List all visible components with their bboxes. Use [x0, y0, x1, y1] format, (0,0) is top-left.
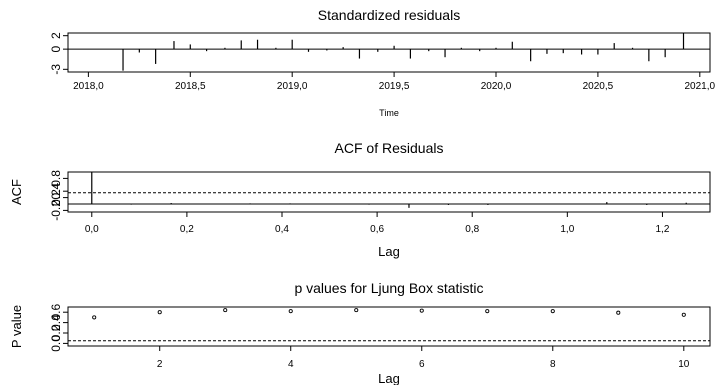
- x-tick-label: 2018,0: [73, 81, 104, 92]
- x-tick-label: 2: [157, 359, 163, 370]
- plot-frame: [67, 32, 711, 73]
- p-value-point: [288, 309, 293, 314]
- x-tick-label: 2019,0: [277, 81, 308, 92]
- x-tick-label: 0,8: [465, 224, 479, 235]
- panel-title: Standardized residuals: [318, 7, 460, 23]
- y-axis-label: ACF: [9, 179, 24, 205]
- y-tick-label: 0.2: [49, 189, 63, 206]
- p-value-point: [354, 308, 359, 313]
- y-tick-label: 0.0: [49, 335, 63, 352]
- x-tick-label: 1,2: [655, 224, 669, 235]
- y-tick-label: 0.2: [49, 324, 63, 341]
- p-value-point: [485, 309, 490, 314]
- p-value-point: [223, 308, 228, 313]
- y-tick-label: 0.4: [49, 183, 63, 200]
- x-tick-label: 2019,5: [379, 81, 410, 92]
- y-tick-label: 0: [49, 45, 63, 52]
- plot-frame: [67, 306, 711, 347]
- x-axis-label: Time: [379, 108, 399, 118]
- x-tick-label: 10: [678, 359, 690, 370]
- y-tick-label: 2: [49, 32, 63, 39]
- p-value-point: [157, 310, 162, 315]
- p-value-point: [419, 308, 424, 313]
- y-tick-label: -0.2: [49, 200, 63, 221]
- x-tick-label: 0,0: [85, 224, 99, 235]
- p-value-point: [92, 315, 97, 320]
- y-tick-label: 0.4: [49, 314, 63, 331]
- y-axis-label: P value: [9, 305, 24, 348]
- x-tick-label: 2021,0: [685, 81, 716, 92]
- x-tick-label: 2018,5: [175, 81, 206, 92]
- p-value-point: [616, 310, 621, 315]
- x-tick-label: 2020,0: [481, 81, 512, 92]
- x-tick-label: 8: [550, 359, 556, 370]
- y-tick-label: 0.8: [49, 170, 63, 187]
- panel-title: p values for Ljung Box statistic: [294, 280, 483, 296]
- x-tick-label: 0,4: [275, 224, 289, 235]
- y-tick-label: 0.6: [49, 304, 63, 321]
- x-tick-label: 1,0: [560, 224, 574, 235]
- panel-title: ACF of Residuals: [335, 140, 444, 156]
- p-value-point: [550, 309, 555, 314]
- x-tick-label: 2020,5: [583, 81, 614, 92]
- x-tick-label: 6: [419, 359, 425, 370]
- x-tick-label: 4: [288, 359, 294, 370]
- p-value-point: [681, 312, 686, 317]
- x-tick-label: 0,2: [180, 224, 194, 235]
- y-tick-label: -3: [49, 64, 63, 75]
- x-axis-label: Lag: [378, 371, 400, 385]
- plot-frame: [67, 171, 711, 213]
- x-tick-label: 0,6: [370, 224, 384, 235]
- x-axis-label: Lag: [378, 244, 400, 259]
